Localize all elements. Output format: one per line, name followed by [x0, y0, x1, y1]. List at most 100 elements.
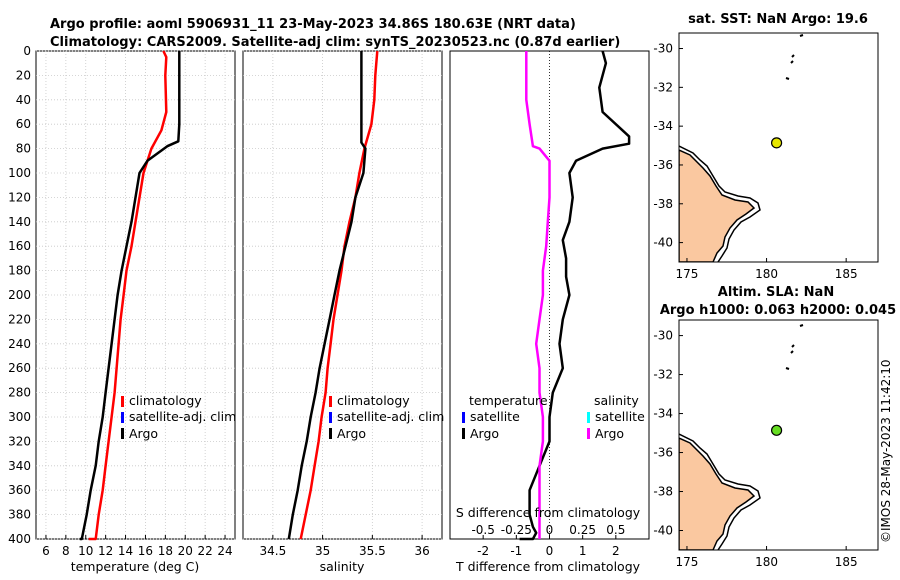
depth-tick-label: 160: [8, 239, 31, 253]
map-lon-label: 185: [835, 267, 858, 281]
x-tick-label: 14: [118, 544, 133, 558]
series-argo: [287, 51, 367, 540]
temperature-tick-labels: 6 8 10 12 14 16 18 20 22 24: [42, 535, 233, 558]
sst-map-tick-labels: 175 180 185 -30 -32 -34 -36 -38 -40: [653, 42, 857, 281]
temperature-grid: [36, 50, 235, 540]
depth-tick-label: 360: [8, 483, 31, 497]
depth-tick-label: 20: [16, 68, 31, 82]
map-lat-label: -36: [653, 446, 673, 460]
depth-tick-label: 380: [8, 508, 31, 522]
depth-tick-label: 180: [8, 264, 31, 278]
series-climatology: [88, 50, 168, 541]
depth-contour: [679, 433, 761, 550]
s-tick-label: 0.5: [606, 523, 625, 537]
map-lat-label: -34: [653, 119, 673, 133]
series-argo: [79, 51, 181, 541]
difference-panel: -2 -1 0 1 2 -0.5 -0.25 0 0.25 0.5 S difference f…: [449, 50, 650, 574]
s-tick-label: 0: [546, 523, 554, 537]
temperature-xlabel: temperature (deg C): [71, 559, 200, 574]
map-lon-label: 185: [835, 555, 858, 569]
salinity-grid: [243, 50, 442, 540]
depth-tick-label: 60: [16, 117, 31, 131]
x-tick-label: 6: [42, 544, 50, 558]
sst-map-panel: sat. SST: NaN Argo: 19.6 175 180 185 -30 -32…: [653, 12, 879, 281]
legend-swatch-salinity-satellite: [587, 412, 590, 423]
series-s-diff-argo: [525, 51, 551, 539]
legend-label-satellite-adj: satellite-adj. clim: [129, 409, 236, 424]
map-lat-label: -40: [653, 524, 673, 538]
x-tick-label: 8: [62, 544, 70, 558]
salinity-tick-labels: 34.5 35 35.5 36: [259, 535, 430, 558]
depth-tick-labels: 0 20 40 60 80 100 120 140 160 180 200 220 240 260 280 3…: [8, 44, 31, 546]
map-lat-label: -30: [653, 42, 673, 56]
sst-map-markers: [770, 137, 783, 149]
legend-swatch-temperature-satellite: [462, 412, 465, 423]
salinity-panel: 34.5 35 35.5 36 salinity climatology satell…: [242, 50, 444, 574]
temperature-series: [79, 50, 181, 541]
sla-map-title: Altim. SLA: NaN: [718, 285, 834, 300]
salinity-series: [287, 50, 379, 540]
x-tick-label: 36: [414, 544, 429, 558]
map-lon-label: 180: [755, 555, 778, 569]
x-tick-label: 20: [178, 544, 193, 558]
legend-swatch-argo: [329, 428, 332, 439]
depth-tick-label: 260: [8, 361, 31, 375]
depth-tick-label: 100: [8, 166, 31, 180]
land-mass: [679, 149, 756, 262]
legend-swatch-temperature-argo: [462, 428, 465, 439]
legend-label-argo: Argo: [337, 426, 366, 441]
legend-swatch-salinity-argo: [587, 428, 590, 439]
argo-float-marker: [770, 424, 783, 436]
legend-label-satellite-adj: satellite-adj. clim: [337, 409, 444, 424]
legend-label-climatology: climatology: [129, 393, 202, 408]
sst-map-coastline: [679, 34, 804, 262]
depth-tick-label: 120: [8, 190, 31, 204]
depth-tick-label: 300: [8, 410, 31, 424]
depth-tick-label: 220: [8, 312, 31, 326]
depth-tick-label: 0: [23, 44, 31, 58]
legend-title-temperature: temperature: [469, 393, 548, 408]
s-tick-label: -0.5: [471, 523, 494, 537]
temperature-legend: climatology satellite-adj. clim Argo: [121, 393, 236, 441]
x-tick-label: 35.5: [359, 544, 386, 558]
legend-title-salinity: salinity: [594, 393, 639, 408]
t-difference-xlabel: T difference from climatology: [455, 559, 641, 574]
map-lat-label: -38: [653, 197, 673, 211]
x-tick-label: -1: [510, 544, 522, 558]
salinity-xlabel: salinity: [320, 559, 365, 574]
legend-swatch-argo: [121, 428, 124, 439]
legend-label-temperature-satellite: satellite: [470, 409, 520, 424]
sla-map-subtitle: Argo h1000: 0.063 h2000: 0.045: [660, 303, 896, 318]
argo-float-marker: [770, 137, 783, 149]
credit-stamp-wrapper: ©IMOS 28-May-2023 11:42:10: [876, 295, 896, 545]
x-tick-label: 18: [158, 544, 173, 558]
depth-tick-label: 140: [8, 215, 31, 229]
land-mass: [679, 437, 756, 550]
x-tick-label: -2: [477, 544, 489, 558]
kermadec-islands: [785, 34, 804, 80]
legend-swatch-climatology: [121, 396, 124, 407]
sla-map-coastline: [679, 324, 804, 550]
x-tick-label: 34.5: [259, 544, 286, 558]
map-lat-label: -36: [653, 158, 673, 172]
depth-tick-label: 40: [16, 93, 31, 107]
depth-tick-label: 80: [16, 142, 31, 156]
legend-label-temperature-argo: Argo: [470, 426, 499, 441]
depth-tick-label: 320: [8, 434, 31, 448]
legend-swatch-satellite-adj: [121, 412, 124, 423]
map-lon-label: 180: [755, 267, 778, 281]
s-difference-xlabel: S difference from climatology: [456, 505, 641, 520]
s-tick-label: -0.25: [501, 523, 532, 537]
legend-label-salinity-satellite: satellite: [595, 409, 645, 424]
legend-label-salinity-argo: Argo: [595, 426, 624, 441]
x-tick-label: 10: [78, 544, 93, 558]
sla-map-panel: Altim. SLA: NaN Argo h1000: 0.063 h2000:…: [653, 285, 896, 569]
map-lat-label: -32: [653, 80, 673, 94]
figure-title-line1: Argo profile: aoml 5906931_11 23-May-202…: [50, 17, 576, 32]
depth-contour: [679, 145, 761, 262]
difference-series: [519, 50, 631, 541]
x-tick-label: 1: [579, 544, 587, 558]
map-lon-label: 175: [676, 267, 699, 281]
kermadec-islands: [785, 324, 804, 370]
temperature-panel: 0 20 40 60 80 100 120 140 160 180 200 220 240 260 280 3…: [8, 44, 236, 574]
